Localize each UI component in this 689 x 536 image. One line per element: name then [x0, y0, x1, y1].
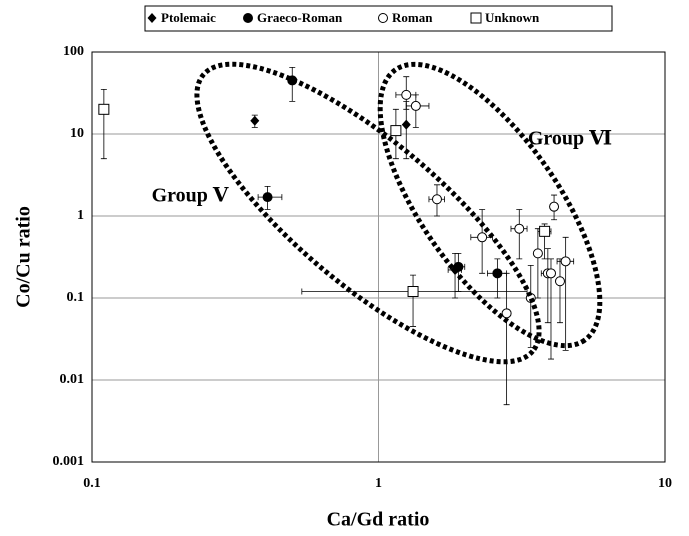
legend-label: Unknown — [485, 10, 540, 25]
error-bar-y — [503, 272, 510, 406]
marker — [250, 115, 260, 126]
annotation: Group Ⅴ — [152, 185, 229, 207]
plot-frame — [91, 51, 666, 463]
marker — [401, 119, 411, 130]
error-bar-y — [516, 209, 523, 260]
group-v-ellipse — [194, 61, 542, 365]
marker — [554, 276, 565, 287]
legend-label: Graeco-Roman — [257, 10, 343, 25]
x-tick-label: 1 — [375, 476, 382, 491]
y-tick-label: 100 — [63, 44, 84, 59]
y-tick-label: 10 — [70, 126, 84, 141]
marker — [560, 256, 571, 267]
marker — [492, 268, 503, 279]
x-axis-label: Ca/Gd ratio — [327, 509, 430, 531]
legend-marker — [147, 13, 157, 23]
plot-area: 0.001 0.01 0.1 1 10 100 0.1 1 10 — [53, 44, 673, 491]
marker — [390, 125, 402, 137]
x-tick-label: 0.1 — [83, 476, 101, 491]
error-bar-y — [412, 94, 419, 128]
marker — [410, 100, 421, 111]
marker — [98, 103, 110, 115]
error-bar-y — [494, 258, 501, 299]
marker — [532, 248, 543, 259]
marker — [539, 225, 551, 237]
error-bar-y — [556, 258, 563, 324]
legend-marker — [470, 12, 482, 24]
group-vi-ellipse — [377, 61, 603, 349]
y-tick-label: 0.001 — [53, 454, 85, 469]
marker — [262, 192, 273, 203]
error-bar-y — [544, 248, 551, 324]
legend-marker — [378, 13, 388, 23]
y-tick-label: 0.01 — [60, 372, 85, 387]
x-tick-label: 10 — [658, 476, 672, 491]
y-axis-label: Co/Cu ratio — [13, 206, 35, 308]
marker — [549, 201, 560, 212]
marker — [407, 286, 419, 298]
error-bar-y — [562, 236, 569, 351]
error-bar-y — [410, 274, 417, 327]
marker — [514, 223, 525, 234]
y-tick-label: 0.1 — [67, 290, 85, 305]
marker — [545, 268, 556, 279]
error-bar-y — [534, 228, 541, 299]
marker — [431, 194, 442, 205]
error-bar-y — [100, 88, 107, 160]
marker — [477, 232, 488, 243]
y-tick-label: 1 — [77, 208, 84, 223]
marker — [501, 308, 512, 319]
legend-label: Roman — [392, 10, 433, 25]
legend-label: Ptolemaic — [161, 10, 216, 25]
marker — [401, 89, 412, 100]
annotation: Group Ⅵ — [528, 128, 612, 150]
legend-marker — [243, 13, 253, 23]
